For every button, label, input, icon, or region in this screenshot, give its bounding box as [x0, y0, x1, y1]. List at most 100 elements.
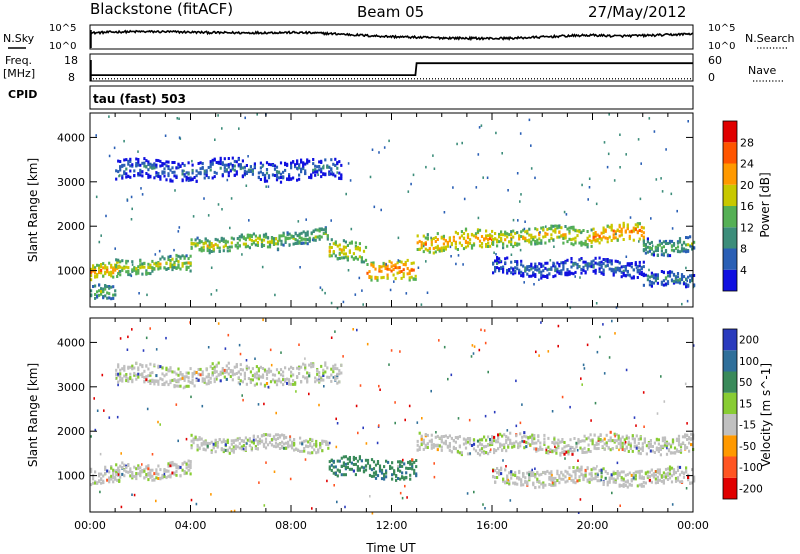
heatmap-cell — [244, 245, 247, 249]
heatmap-cell — [98, 283, 101, 287]
heatmap-cell — [548, 238, 551, 242]
heatmap-cell — [476, 444, 480, 448]
heatmap-cell — [165, 380, 168, 384]
heatmap-cell — [538, 262, 541, 266]
heatmap-cell — [137, 466, 140, 470]
heatmap-cell — [432, 443, 435, 447]
heatmap-cell — [676, 272, 680, 275]
heatmap-cell — [298, 367, 301, 371]
heatmap-cell — [674, 471, 678, 475]
heatmap-cell — [147, 464, 150, 468]
heatmap-cell — [275, 178, 279, 182]
heatmap-cell — [528, 268, 531, 272]
heatmap-cell — [388, 363, 390, 366]
heatmap-cell — [622, 470, 625, 474]
heatmap-cell — [155, 264, 158, 268]
heatmap-cell — [615, 232, 617, 236]
heatmap-cell — [484, 507, 486, 510]
heatmap-cell — [246, 438, 249, 442]
heatmap-cell — [249, 170, 252, 173]
heatmap-cell — [628, 237, 631, 241]
y-tick-label: 3000 — [57, 176, 85, 189]
heatmap-cell — [506, 268, 509, 272]
heatmap-cell — [581, 383, 583, 386]
heatmap-cell — [304, 365, 307, 369]
heatmap-cell — [288, 380, 291, 384]
heatmap-cell — [457, 417, 460, 420]
heatmap-cell — [98, 264, 101, 268]
heatmap-cell — [563, 210, 566, 214]
heatmap-cell — [553, 449, 556, 453]
heatmap-cell — [411, 465, 414, 469]
heatmap-cell — [303, 439, 306, 443]
heatmap-cell — [668, 274, 672, 278]
heatmap-cell — [320, 170, 323, 174]
heatmap-cell — [183, 375, 186, 379]
heatmap-cell — [90, 483, 93, 487]
heatmap-cell — [444, 434, 447, 438]
heatmap-cell — [532, 474, 535, 477]
heatmap-cell — [536, 480, 539, 484]
heatmap-cell — [510, 260, 513, 264]
heatmap-cell — [434, 240, 437, 243]
heatmap-cell — [478, 448, 482, 452]
heatmap-cell — [163, 167, 166, 171]
colorbar-segment — [723, 184, 737, 206]
heatmap-cell — [197, 171, 200, 175]
heatmap-cell — [596, 239, 599, 243]
heatmap-cell — [390, 261, 393, 265]
heatmap-cell — [478, 228, 482, 232]
heatmap-cell — [302, 241, 305, 245]
heatmap-cell — [572, 480, 575, 484]
heatmap-cell — [502, 233, 505, 237]
heatmap-cell — [342, 455, 345, 459]
heatmap-cell — [102, 290, 105, 294]
heatmap-cell — [671, 503, 674, 506]
heatmap-cell — [210, 440, 213, 444]
heatmap-cell — [321, 439, 324, 443]
heatmap-cell — [133, 493, 136, 497]
heatmap-cell — [579, 498, 582, 501]
heatmap-cell — [296, 366, 299, 370]
heatmap-cell — [340, 248, 343, 252]
heatmap-cell — [628, 263, 631, 267]
heatmap-cell — [290, 370, 293, 374]
heatmap-cell — [616, 473, 619, 477]
heatmap-cell — [306, 158, 309, 162]
station-title: Blackstone (fitACF) — [90, 0, 233, 18]
heatmap-cell — [689, 481, 692, 485]
heatmap-cell — [135, 373, 138, 377]
heatmap-cell — [147, 380, 150, 383]
heatmap-cell — [334, 367, 337, 370]
heatmap-cell — [248, 219, 250, 222]
heatmap-cell — [262, 433, 266, 437]
heatmap-cell — [304, 234, 307, 238]
heatmap-cell — [214, 242, 217, 246]
heatmap-cell — [307, 440, 310, 444]
heatmap-cell — [161, 378, 164, 382]
heatmap-cell — [693, 283, 696, 287]
heatmap-cell — [532, 471, 535, 475]
heatmap-cell — [275, 368, 279, 372]
heatmap-cell — [133, 268, 136, 272]
heatmap-cell — [269, 163, 273, 167]
colorbar-segment — [723, 414, 737, 436]
heatmap-cell — [405, 475, 408, 479]
heatmap-cell — [294, 165, 297, 169]
heatmap-cell — [129, 469, 132, 473]
heatmap-cell — [106, 268, 109, 272]
heatmap-cell — [524, 476, 527, 480]
heatmap-cell — [386, 267, 389, 271]
velocity-colorbar-tick: 50 — [739, 377, 752, 389]
heatmap-cell — [630, 229, 633, 233]
heatmap-cell — [260, 244, 264, 248]
heatmap-cell — [372, 474, 376, 478]
heatmap-cell — [508, 479, 511, 483]
heatmap-cell — [407, 460, 410, 464]
heatmap-cell — [129, 372, 132, 376]
heatmap-cell — [648, 470, 651, 474]
heatmap-cell — [563, 449, 566, 453]
heatmap-cell — [157, 477, 160, 480]
heatmap-cell — [268, 441, 272, 445]
heatmap-cell — [547, 445, 550, 449]
